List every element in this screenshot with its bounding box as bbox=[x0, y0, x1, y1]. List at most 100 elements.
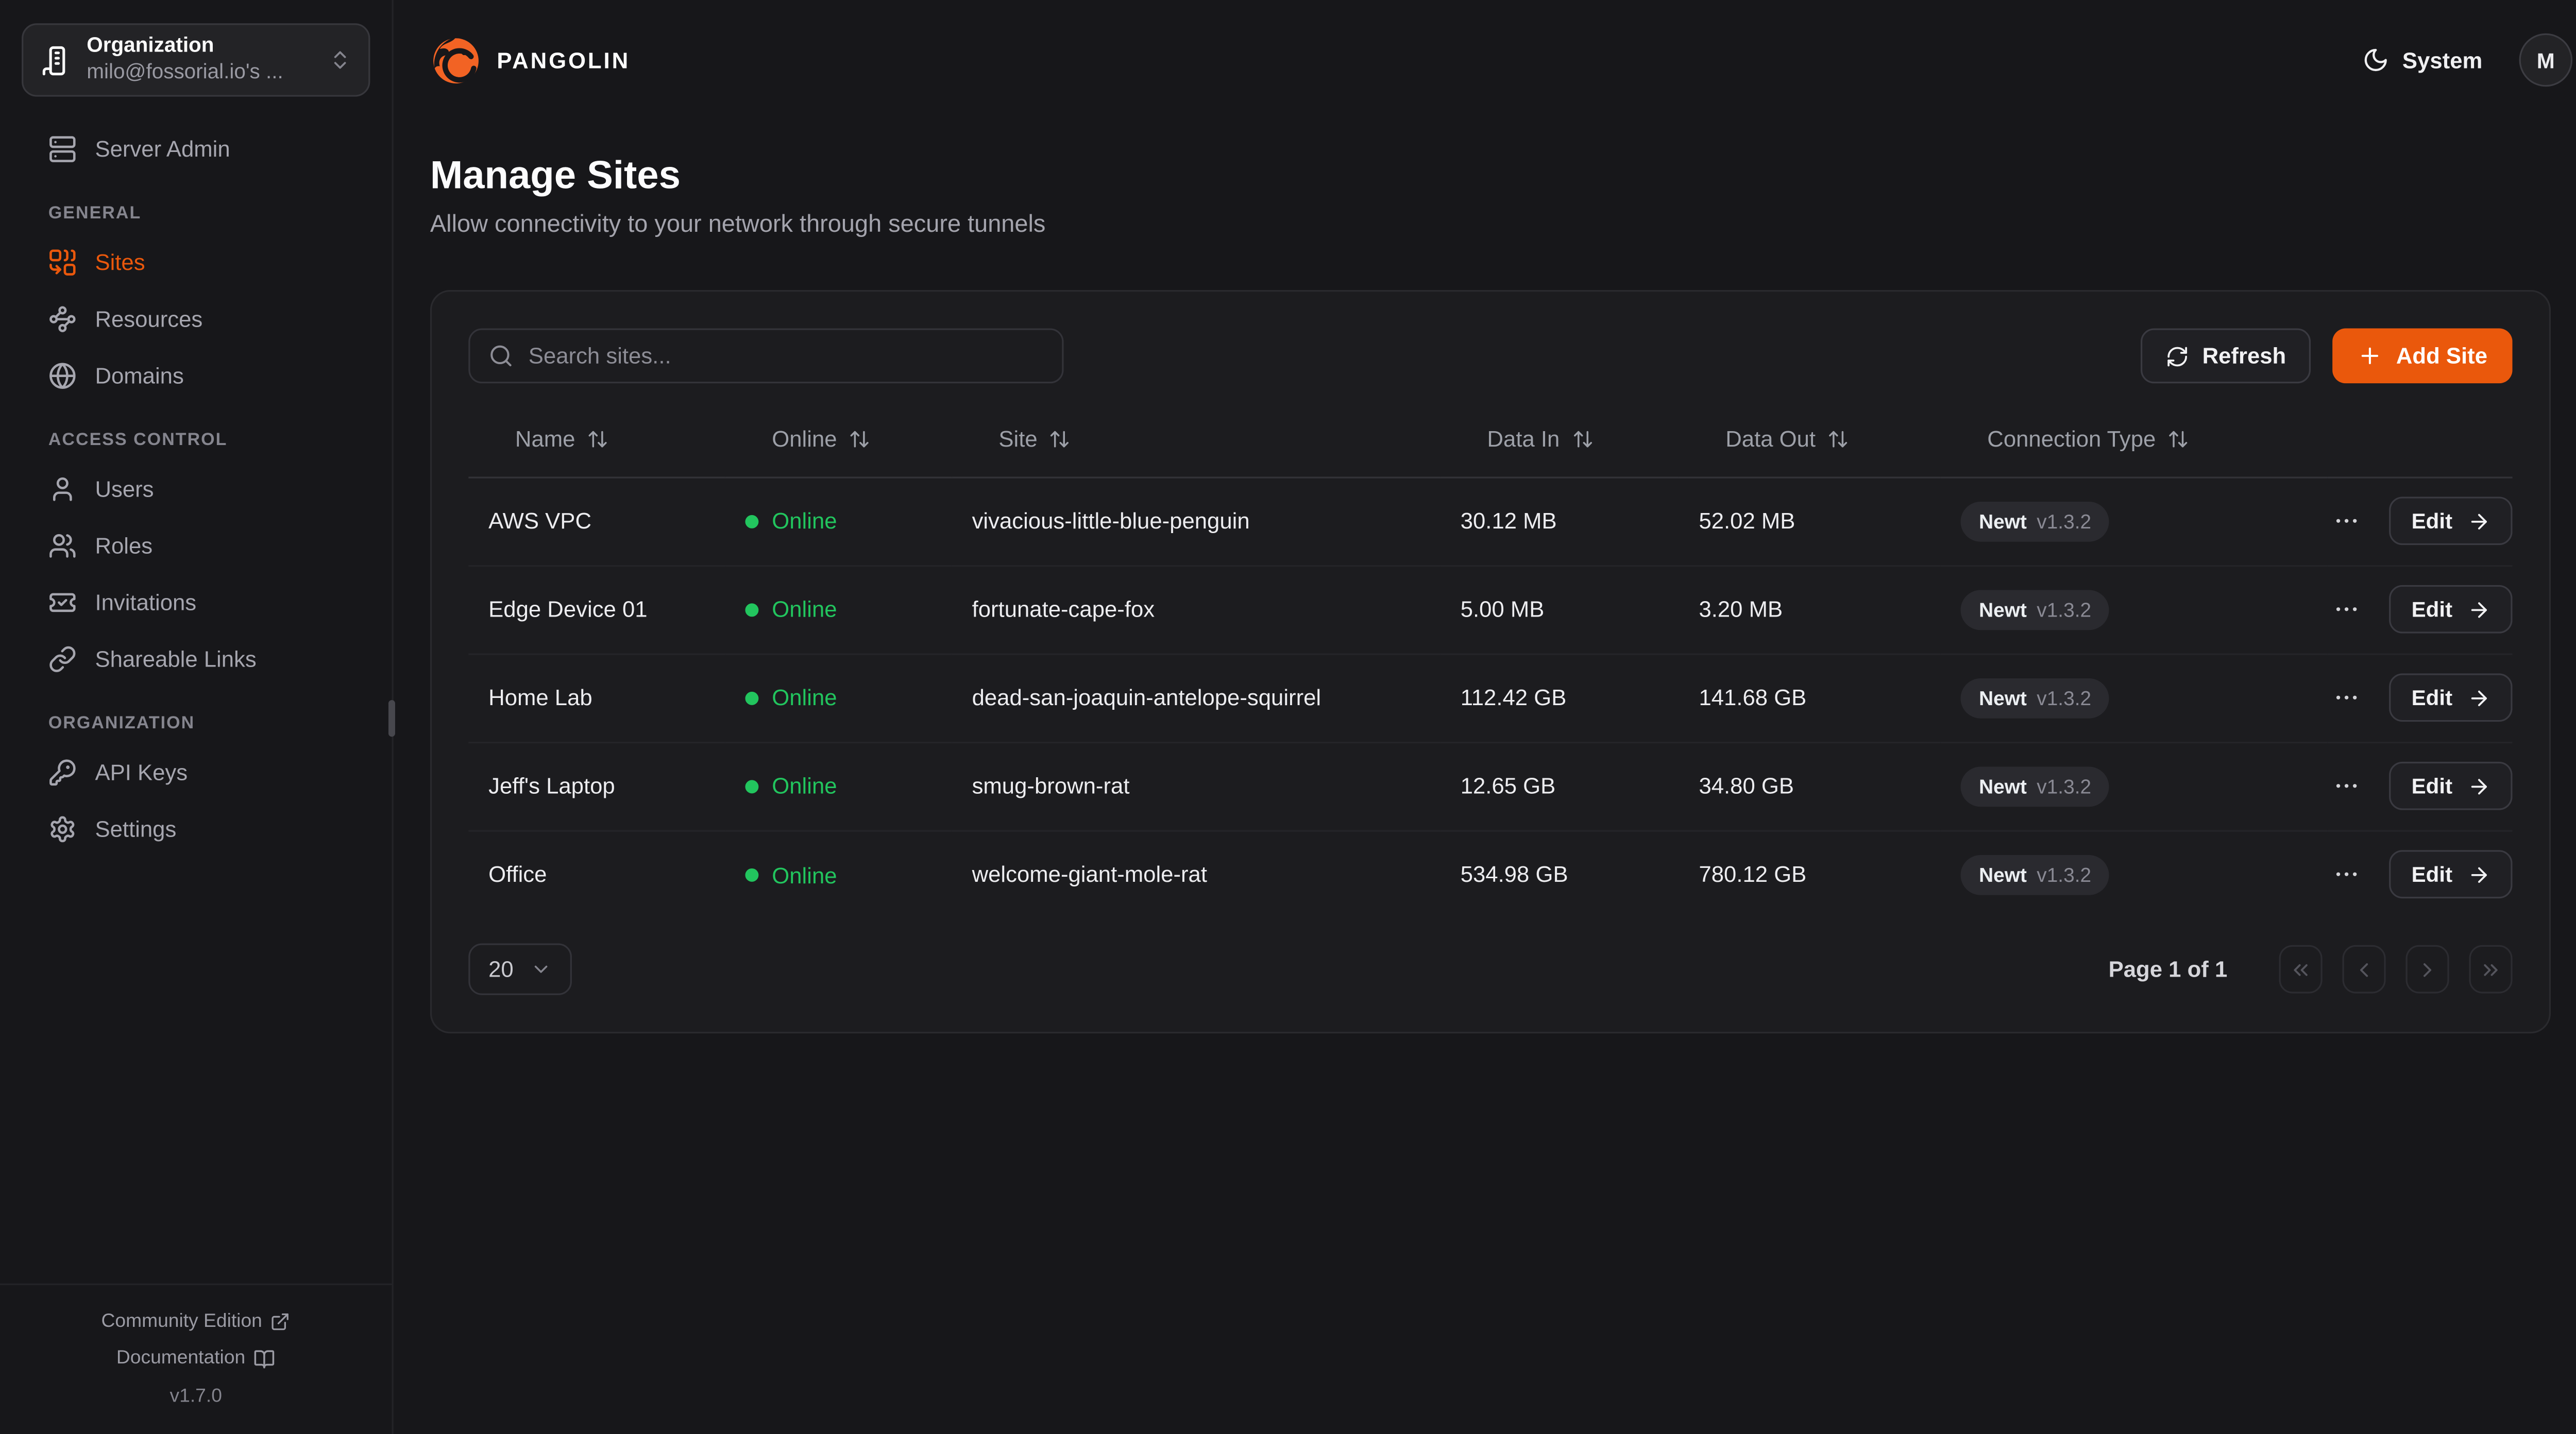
page-title: Manage Sites bbox=[430, 153, 681, 197]
sort-header-data-out[interactable]: Data Out bbox=[1725, 427, 1849, 452]
sidebar-item-users[interactable]: Users bbox=[22, 467, 370, 510]
sort-header-name[interactable]: Name bbox=[515, 427, 608, 452]
data-in-cell: 112.42 GB bbox=[1440, 653, 1679, 743]
arrow-right-icon bbox=[2471, 866, 2487, 883]
connection-type-cell: Newt v1.3.2 bbox=[1940, 742, 2328, 831]
connection-type-cell: Newt v1.3.2 bbox=[1940, 476, 2328, 566]
site-slug-cell: vivacious-little-blue-penguin bbox=[952, 476, 1440, 566]
row-menu-button[interactable] bbox=[2330, 680, 2365, 715]
key-icon bbox=[49, 758, 76, 785]
book-open-icon bbox=[255, 1350, 275, 1368]
avatar[interactable]: M bbox=[2519, 33, 2573, 87]
add-site-button[interactable]: Add Site bbox=[2332, 328, 2513, 384]
sort-icon bbox=[1829, 431, 1848, 448]
online-status-cell: Online bbox=[725, 653, 952, 743]
server-icon bbox=[49, 135, 76, 162]
row-menu-button[interactable] bbox=[2330, 592, 2365, 627]
edit-button[interactable]: Edit bbox=[2389, 585, 2513, 634]
sort-icon bbox=[850, 431, 869, 448]
arrow-right-icon bbox=[2471, 690, 2487, 706]
search-input[interactable] bbox=[528, 343, 1044, 369]
status-badge: Online bbox=[745, 774, 837, 799]
sort-header-site[interactable]: Site bbox=[998, 427, 1071, 452]
sort-icon bbox=[1050, 431, 1069, 448]
sidebar-item-api-keys[interactable]: API Keys bbox=[22, 750, 370, 793]
edit-button[interactable]: Edit bbox=[2389, 850, 2513, 899]
gear-icon bbox=[50, 815, 75, 842]
sidebar-item-label: Users bbox=[95, 475, 154, 501]
sort-header-connection-type[interactable]: Connection Type bbox=[1987, 427, 2189, 452]
actions-cell: Edit bbox=[2327, 742, 2513, 831]
arrow-right-icon bbox=[2471, 513, 2487, 529]
community-edition-link[interactable]: Community Edition bbox=[13, 1303, 379, 1340]
sort-icon bbox=[1573, 431, 1591, 448]
sidebar-item-shareable-links[interactable]: Shareable Links bbox=[22, 637, 370, 680]
sidebar-item-label: Sites bbox=[95, 249, 145, 275]
ticket-check-icon bbox=[49, 592, 76, 611]
row-menu-button[interactable] bbox=[2330, 503, 2365, 538]
edit-button[interactable]: Edit bbox=[2389, 761, 2513, 810]
sidebar-item-label: Shareable Links bbox=[95, 645, 257, 671]
search-box bbox=[468, 328, 1064, 384]
sort-header-online[interactable]: Online bbox=[772, 427, 870, 452]
org-subtitle: milo@fossorial.io's ... bbox=[87, 60, 283, 83]
brand-name: PANGOLIN bbox=[497, 47, 631, 73]
page-indicator: Page 1 of 1 bbox=[2108, 957, 2228, 982]
last-page-button[interactable] bbox=[2469, 945, 2513, 994]
org-selector[interactable]: Organization milo@fossorial.io's ... bbox=[22, 23, 370, 97]
nav-section-general: GENERAL bbox=[48, 203, 142, 224]
online-dot-icon bbox=[745, 691, 759, 705]
actions-cell: Edit bbox=[2327, 653, 2513, 743]
status-badge: Online bbox=[745, 509, 837, 534]
data-out-cell: 3.20 MB bbox=[1679, 565, 1941, 655]
edit-button[interactable]: Edit bbox=[2389, 497, 2513, 545]
data-out-cell: 141.68 GB bbox=[1679, 653, 1941, 743]
nav-section-organization: ORGANIZATION bbox=[48, 713, 195, 733]
page-subtitle: Allow connectivity to your network throu… bbox=[430, 211, 1046, 238]
table-row: Edge Device 01 Online fortunate-cape-fox… bbox=[468, 565, 2513, 655]
row-menu-button[interactable] bbox=[2330, 857, 2365, 892]
moon-icon bbox=[2364, 48, 2387, 72]
sidebar-item-resources[interactable]: Resources bbox=[22, 297, 370, 340]
edit-button[interactable]: Edit bbox=[2389, 673, 2513, 722]
connection-type-badge: Newt v1.3.2 bbox=[1960, 765, 2110, 806]
sort-header-data-in[interactable]: Data In bbox=[1487, 427, 1593, 452]
data-in-cell: 30.12 MB bbox=[1440, 476, 1679, 566]
table-row: Office Online welcome-giant-mole-rat 534… bbox=[468, 830, 2513, 919]
documentation-link[interactable]: Documentation bbox=[13, 1340, 379, 1378]
sort-icon bbox=[2169, 431, 2188, 448]
site-name-cell: Jeff's Laptop bbox=[468, 742, 725, 831]
sidebar-item-roles[interactable]: Roles bbox=[22, 523, 370, 567]
prev-page-button[interactable] bbox=[2342, 945, 2386, 994]
page-size-select[interactable]: 20 bbox=[468, 943, 572, 995]
refresh-button[interactable]: Refresh bbox=[2140, 328, 2311, 384]
sidebar-item-settings[interactable]: Settings bbox=[22, 807, 370, 850]
sites-table: Name Online Site Data In Data Out Connec… bbox=[468, 403, 2513, 919]
connection-type-cell: Newt v1.3.2 bbox=[1940, 565, 2328, 655]
sidebar-item-label: Domains bbox=[95, 362, 184, 388]
sidebar-item-domains[interactable]: Domains bbox=[22, 353, 370, 397]
row-menu-button[interactable] bbox=[2330, 769, 2365, 804]
chevron-down-icon bbox=[534, 965, 548, 973]
globe-icon bbox=[49, 362, 76, 388]
online-dot-icon bbox=[745, 868, 759, 882]
first-page-button[interactable] bbox=[2279, 945, 2323, 994]
site-name-cell: AWS VPC bbox=[468, 476, 725, 566]
theme-toggle[interactable]: System bbox=[2362, 47, 2482, 74]
combine-icon bbox=[49, 248, 76, 275]
brand-logo: PANGOLIN bbox=[430, 34, 630, 86]
sidebar-item-sites[interactable]: Sites bbox=[22, 240, 370, 283]
chevrons-up-down-icon bbox=[334, 51, 346, 69]
connection-type-badge: Newt v1.3.2 bbox=[1960, 677, 2110, 718]
sidebar-item-label: API Keys bbox=[95, 759, 188, 784]
chevrons-left-icon bbox=[2294, 963, 2308, 976]
refresh-icon bbox=[2167, 346, 2187, 366]
next-page-button[interactable] bbox=[2405, 945, 2449, 994]
sidebar: Organization milo@fossorial.io's ... Ser… bbox=[0, 0, 395, 1434]
ellipsis-icon bbox=[2337, 784, 2358, 788]
sidebar-item-server-admin[interactable]: Server Admin bbox=[22, 127, 370, 170]
connection-type-badge: Newt v1.3.2 bbox=[1960, 589, 2110, 629]
sidebar-item-invitations[interactable]: Invitations bbox=[22, 580, 370, 623]
sidebar-resize-handle[interactable] bbox=[388, 700, 395, 737]
